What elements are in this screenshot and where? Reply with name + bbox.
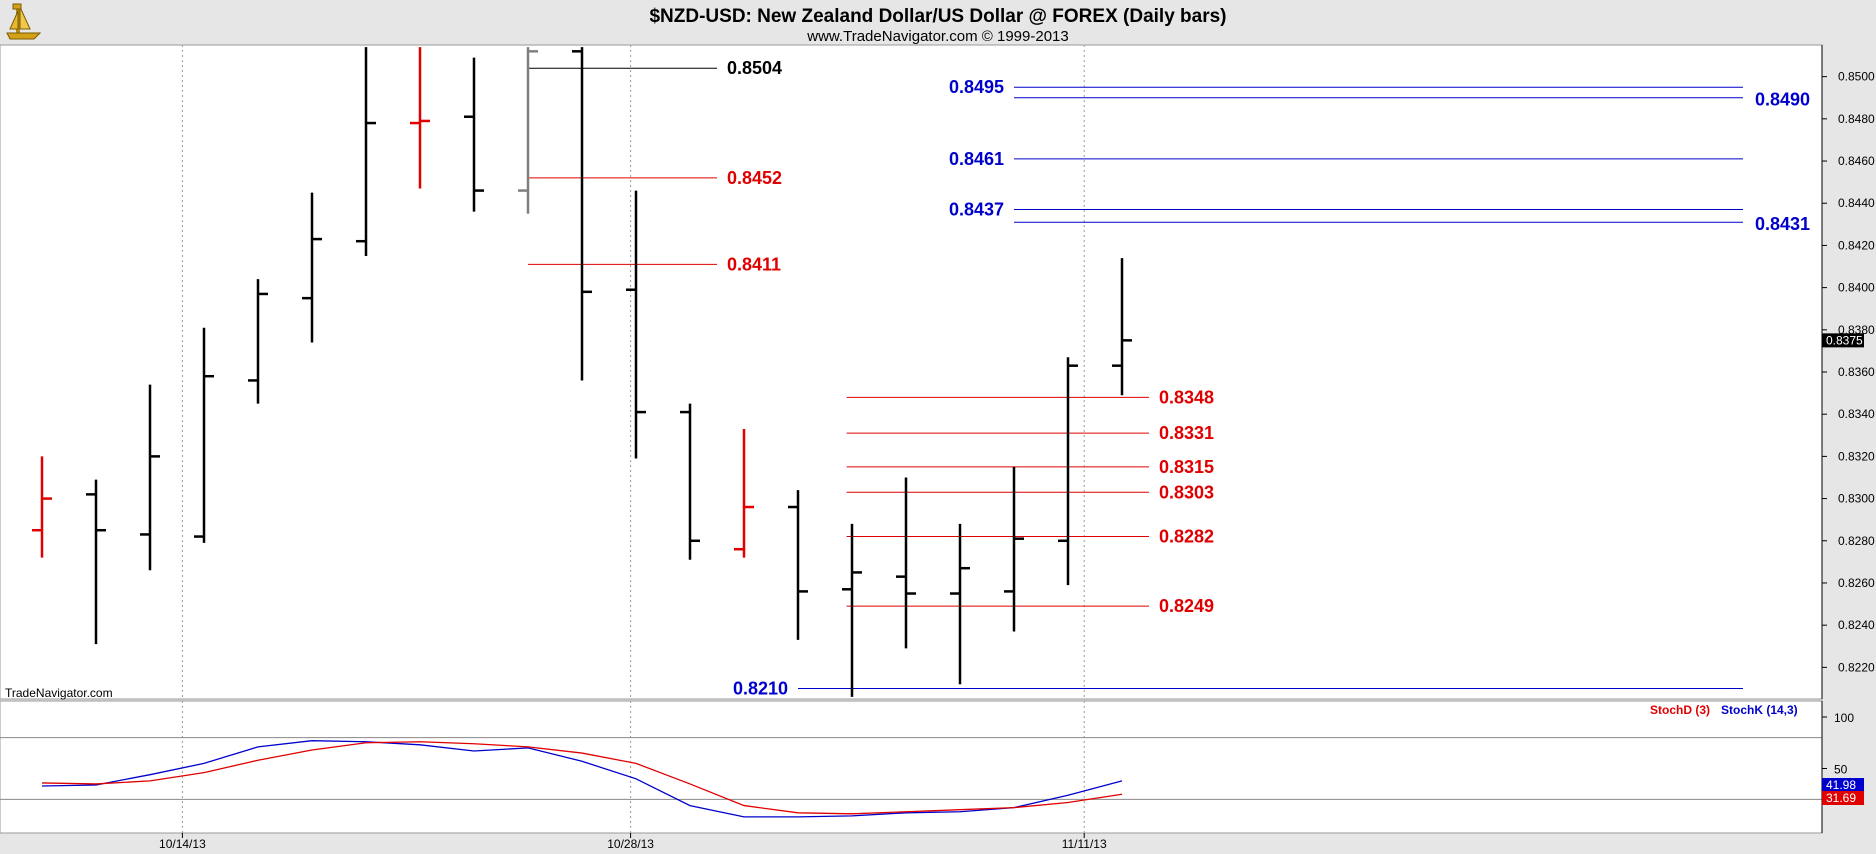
- ohlc-bar: [86, 479, 106, 645]
- price-tick-label: 0.8220: [1838, 660, 1875, 674]
- date-tick-label: 10/14/13: [159, 837, 206, 851]
- stochastic-tick-label: 50: [1834, 763, 1848, 777]
- stochastic-value-marker: [1822, 791, 1864, 805]
- stochastic-value-label: 31.69: [1826, 791, 1856, 805]
- price-axis: 0.8500 0.8480 0.8460 0.8440 0.8420 0.8400 0.83…: [1821, 45, 1875, 699]
- ohlc-bar: [842, 523, 862, 697]
- level-label: 0.8504: [727, 58, 782, 78]
- stochastic-panel: StochD (3) StochK (14,3): [0, 700, 1823, 834]
- price-tick-label: 0.8400: [1838, 281, 1875, 295]
- ohlc-bar: [302, 192, 322, 343]
- level-label: 0.8249: [1159, 596, 1214, 616]
- ohlc-bar: [896, 477, 916, 649]
- price-tick-label: 0.8440: [1838, 196, 1875, 210]
- level-label: 0.8411: [727, 254, 781, 274]
- stochastic-grid: [0, 701, 1822, 833]
- ohlc-bar: [248, 279, 268, 404]
- date-axis: 10/14/13 10/28/13 11/11/13: [159, 833, 1107, 851]
- date-tick-label: 11/11/13: [1062, 837, 1107, 851]
- ohlc-bar: [140, 384, 160, 571]
- ohlc-bar: [356, 47, 376, 256]
- stochastic-value-label: 41.98: [1826, 778, 1856, 792]
- stochastic-tick-label: 100: [1834, 711, 1854, 725]
- chart-subtitle: www.TradeNavigator.com © 1999-2013: [806, 28, 1068, 45]
- price-grid: [181, 45, 1085, 699]
- stochastic-legend: StochD (3) StochK (14,3): [1650, 703, 1798, 717]
- ohlc-bar: [32, 456, 52, 558]
- stochastic-series-line: [41, 741, 1123, 815]
- ohlc-bar: [464, 57, 484, 212]
- level-label: 0.8490: [1755, 90, 1810, 110]
- ohlc-bar: [788, 490, 808, 640]
- stochastic-lines: [41, 740, 1123, 818]
- price-tick-label: 0.8340: [1838, 407, 1875, 421]
- last-price-marker: [1822, 333, 1864, 348]
- price-tick-label: 0.8380: [1838, 323, 1875, 337]
- level-label: 0.8461: [949, 149, 1004, 169]
- level-label: 0.8437: [949, 200, 1004, 220]
- ohlc-bar: [572, 47, 592, 381]
- ohlc-bar: [410, 47, 430, 189]
- ohlc-bar: [950, 523, 970, 685]
- date-tick-label: 10/28/13: [607, 837, 654, 851]
- level-label: 0.8331: [1159, 423, 1214, 443]
- ohlc-bar: [734, 428, 754, 558]
- level-label: 0.8315: [1159, 457, 1214, 477]
- price-tick-label: 0.8300: [1838, 492, 1875, 506]
- stochastic-value-marker: [1822, 778, 1864, 792]
- chart-header: $NZD-USD: New Zealand Dollar/US Dollar @…: [0, 0, 1876, 45]
- price-tick-label: 0.8320: [1838, 449, 1875, 463]
- level-label: 0.8452: [727, 168, 782, 188]
- ohlc-bar: [1004, 466, 1024, 632]
- stochastic-series-line: [41, 740, 1123, 818]
- ohlc-bar: [1058, 357, 1078, 586]
- ohlc-bars: [32, 47, 1132, 697]
- level-label: 0.8303: [1159, 482, 1214, 502]
- price-panel: 0.8504 0.8495 0.8490 0.8461 0.8452 0.8437 0.84…: [0, 44, 1823, 700]
- support-resistance-levels: 0.8504 0.8495 0.8490 0.8461 0.8452 0.8437 0.84…: [528, 58, 1810, 698]
- price-tick-label: 0.8500: [1838, 70, 1875, 84]
- watermark-text: TradeNavigator.com: [5, 686, 113, 700]
- price-tick-label: 0.8480: [1838, 112, 1875, 126]
- ohlc-bar: [194, 327, 214, 543]
- legend-entry: StochK (14,3): [1721, 703, 1798, 717]
- chart-title: $NZD-USD: New Zealand Dollar/US Dollar @…: [649, 6, 1226, 27]
- level-label: 0.8210: [733, 678, 788, 698]
- price-tick-label: 0.8260: [1838, 576, 1875, 590]
- price-tick-label: 0.8460: [1838, 154, 1875, 168]
- ohlc-bar: [626, 190, 646, 459]
- ohlc-bar: [518, 47, 538, 214]
- last-price-label: 0.8375: [1826, 333, 1863, 347]
- price-tick-label: 0.8420: [1838, 238, 1875, 252]
- level-label: 0.8431: [1755, 214, 1810, 234]
- ohlc-bar: [680, 403, 700, 560]
- ohlc-bar: [1112, 258, 1132, 396]
- trade-navigator-logo-icon: [6, 3, 42, 40]
- price-tick-label: 0.8240: [1838, 618, 1875, 632]
- legend-entry: StochD (3): [1650, 703, 1710, 717]
- level-label: 0.8495: [949, 77, 1004, 97]
- price-tick-label: 0.8280: [1838, 534, 1875, 548]
- price-tick-label: 0.8360: [1838, 365, 1875, 379]
- level-label: 0.8348: [1159, 387, 1214, 407]
- level-label: 0.8282: [1159, 527, 1214, 547]
